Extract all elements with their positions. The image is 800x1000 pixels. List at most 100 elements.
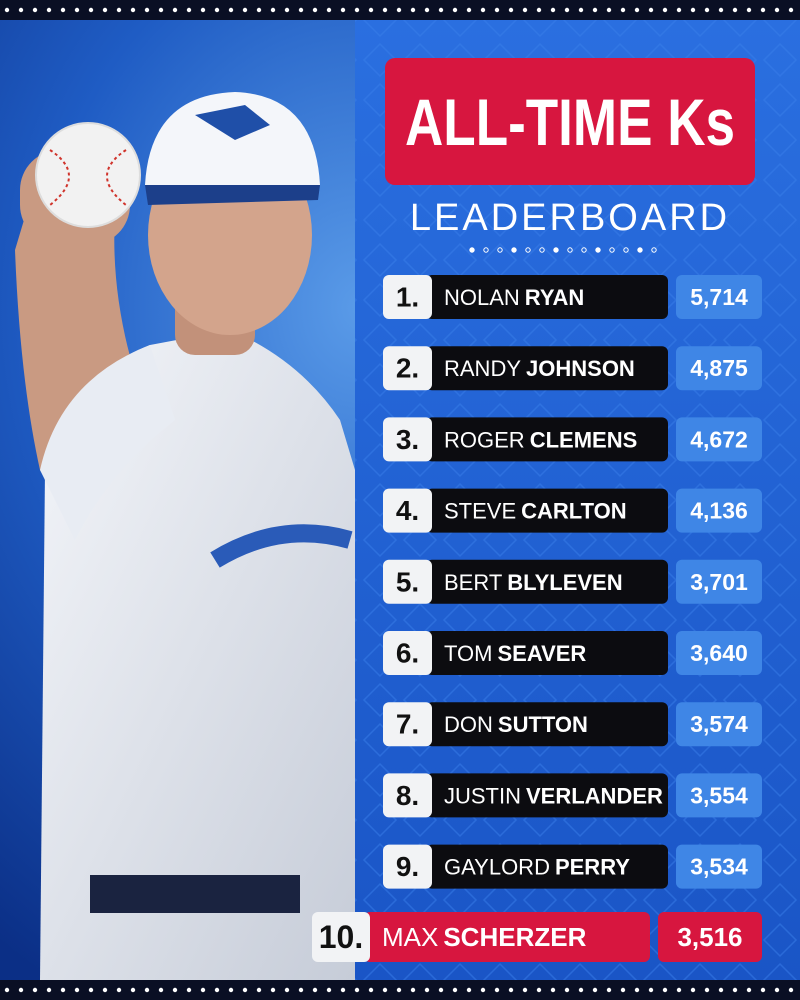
- value-box: [658, 912, 762, 962]
- divider-dot: [553, 247, 559, 253]
- last-name: SCHERZER: [443, 922, 586, 952]
- leaderboard-row: 2. RANDY JOHNSON 4,875: [383, 346, 762, 391]
- last-name: VERLANDER: [526, 783, 663, 808]
- value-box: [676, 631, 762, 675]
- leaderboard-row: 8. JUSTIN VERLANDER 3,554: [383, 773, 762, 818]
- last-name: PERRY: [555, 854, 630, 879]
- sleeve: [40, 345, 175, 540]
- strikeouts: 3,640: [690, 640, 748, 666]
- name-box: [426, 488, 668, 533]
- leaderboard-row: 9. GAYLORD PERRY 3,534: [383, 844, 762, 889]
- jersey: [40, 330, 355, 980]
- leaderboard-row: 1. NOLAN RYAN 5,714: [383, 275, 762, 319]
- player-name: BERT BLYLEVEN: [444, 569, 623, 594]
- rank-box: [383, 702, 432, 747]
- name-box: [426, 417, 668, 462]
- leaderboard-row: 7. DON SUTTON 3,574: [383, 702, 762, 747]
- strikeouts: 3,574: [690, 711, 748, 737]
- first-name: MAX: [382, 922, 438, 952]
- leaderboard-row: 3. ROGER CLEMENS 4,672: [383, 417, 762, 462]
- name-box: [364, 912, 650, 962]
- rank-box: [383, 488, 432, 533]
- divider-dot: [581, 247, 587, 253]
- divider-dot: [539, 247, 545, 253]
- belt: [90, 875, 300, 913]
- first-name: STEVE: [444, 498, 516, 523]
- value-box: [676, 346, 762, 391]
- player-name: TOM SEAVER: [444, 641, 586, 666]
- rank: 6.: [396, 638, 419, 669]
- player-name: STEVE CARLTON: [444, 498, 627, 523]
- first-name: ROGER: [444, 427, 525, 452]
- last-name: RYAN: [525, 285, 585, 310]
- title: ALL-TIME Ks: [405, 85, 735, 159]
- last-name: JOHNSON: [526, 356, 635, 381]
- rank-box: [383, 417, 432, 462]
- jersey-lettering: [210, 524, 353, 568]
- player-name: RANDY JOHNSON: [444, 356, 635, 381]
- last-name: SEAVER: [497, 641, 586, 666]
- first-name: JUSTIN: [444, 783, 521, 808]
- title-box: [385, 58, 755, 185]
- strikeouts: 3,701: [690, 569, 748, 595]
- last-name: BLYLEVEN: [507, 569, 622, 594]
- rank: 5.: [396, 566, 419, 597]
- rank-box: [383, 346, 432, 391]
- rank: 10.: [319, 919, 363, 955]
- divider-dot: [497, 247, 503, 253]
- divider-dot: [595, 247, 601, 253]
- rank-box: [312, 912, 370, 962]
- border-dots-top: [0, 0, 800, 20]
- baseball: [35, 122, 141, 228]
- player-name: DON SUTTON: [444, 712, 588, 737]
- last-name: CLEMENS: [530, 427, 638, 452]
- name-box: [426, 844, 668, 889]
- value-box: [676, 559, 762, 604]
- divider-dot: [469, 247, 475, 253]
- first-name: BERT: [444, 569, 502, 594]
- player-name: ROGER CLEMENS: [444, 427, 637, 452]
- subtitle: LEADERBOARD: [410, 197, 730, 239]
- name-box: [426, 773, 668, 818]
- strikeouts: 4,875: [690, 355, 748, 381]
- divider-dot: [651, 247, 657, 253]
- first-name: TOM: [444, 641, 492, 666]
- strikeouts: 4,672: [690, 426, 748, 452]
- rank: 2.: [396, 353, 419, 384]
- name-box: [426, 631, 668, 675]
- player-name: MAX SCHERZER: [382, 922, 587, 952]
- player-name: NOLAN RYAN: [444, 285, 584, 310]
- name-box: [426, 275, 668, 319]
- last-name: SUTTON: [498, 712, 588, 737]
- leaderboard-row: 6. TOM SEAVER 3,640: [383, 631, 762, 675]
- rank-box: [383, 275, 432, 319]
- divider-dot: [525, 247, 531, 253]
- rank: 4.: [396, 495, 419, 526]
- value-box: [676, 702, 762, 747]
- strikeouts: 3,534: [690, 854, 748, 880]
- divider-dot: [483, 247, 489, 253]
- strikeouts: 3,554: [690, 782, 748, 808]
- divider-dots: [469, 247, 657, 253]
- strikeouts: 5,714: [690, 284, 748, 310]
- value-box: [676, 417, 762, 462]
- rank: 3.: [396, 424, 419, 455]
- divider-dot: [511, 247, 517, 253]
- rank: 9.: [396, 851, 419, 882]
- name-box: [426, 559, 668, 604]
- rank-box: [383, 773, 432, 818]
- player-name: JUSTIN VERLANDER: [444, 783, 663, 808]
- divider-dot: [623, 247, 629, 253]
- highlight-row: 10. MAX SCHERZER 3,516: [312, 912, 762, 962]
- player-illustration: [15, 92, 355, 980]
- border-dots-bottom: [0, 980, 800, 1000]
- divider-dot: [567, 247, 573, 253]
- baseball-seams: [49, 149, 127, 206]
- leaderboard-row: 4. STEVE CARLTON 4,136: [383, 488, 762, 533]
- rank-box: [383, 631, 432, 675]
- rank: 1.: [396, 282, 419, 313]
- name-box: [426, 346, 668, 391]
- rank-box: [383, 844, 432, 889]
- rank: 8.: [396, 780, 419, 811]
